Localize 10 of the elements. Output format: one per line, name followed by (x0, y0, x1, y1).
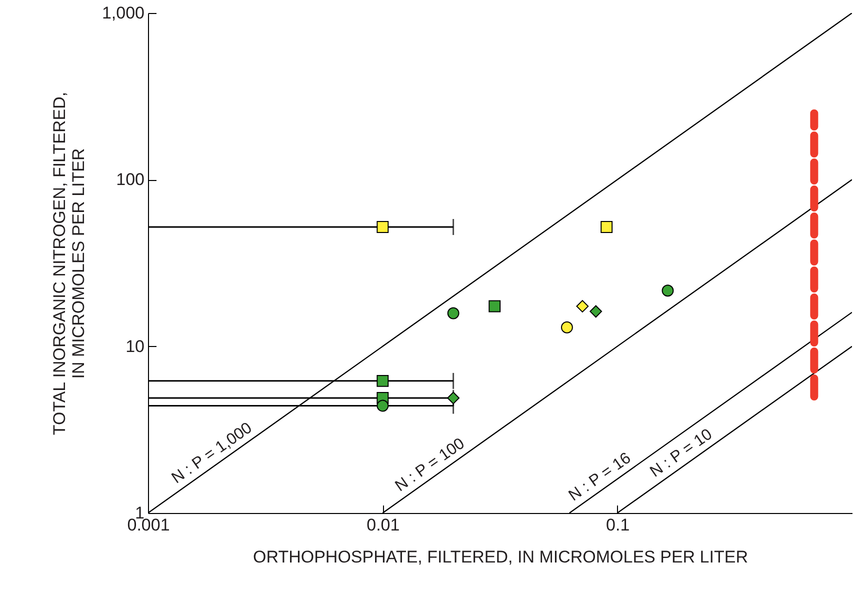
y-axis-title: TOTAL INORGANIC NITROGEN, FILTERED, IN MICROMOLES PER LITER (50, 92, 88, 436)
y-tick-label: 100 (116, 170, 144, 190)
y-tick-label: 1,000 (102, 4, 144, 22)
x-axis-title: ORTHOPHOSPHATE, FILTERED, IN MICROMOLES PER LITER (253, 548, 748, 566)
annotation: N : P = 10 (647, 426, 716, 481)
x-tick-label: 0.1 (606, 516, 630, 534)
y-tick-label: 10 (126, 336, 144, 356)
annotation: N : P = 16 (566, 450, 634, 505)
x-tick-label: 0.01 (366, 516, 400, 534)
annotation: N : P = 100 (392, 435, 468, 496)
